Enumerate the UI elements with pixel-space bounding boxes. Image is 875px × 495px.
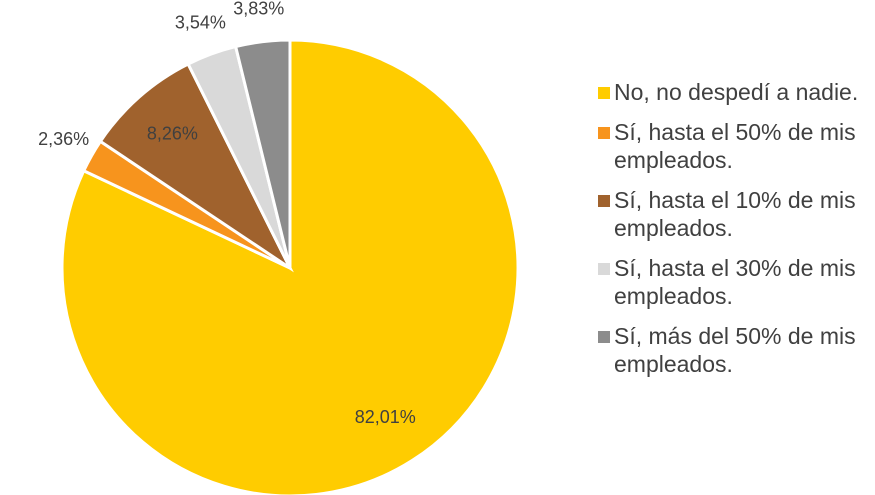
data-label: 8,26% [147, 123, 198, 143]
data-label: 82,01% [355, 407, 416, 427]
legend-swatch [598, 195, 610, 207]
legend-swatch [598, 87, 610, 99]
pie-slice [98, 61, 294, 273]
data-label: 3,54% [175, 13, 226, 33]
data-label: 2,36% [38, 129, 89, 149]
chart: 82,01% 2,36% 8,26% 3,54% 3,83% [38, 0, 520, 495]
legend-swatch [598, 331, 610, 343]
legend-label: Sí, hasta el 30% de mis empleados. [614, 255, 856, 309]
legend-label: Sí, hasta el 50% de mis empleados. [614, 119, 856, 173]
legend-item: Sí, más del 50% de mis empleados. [598, 322, 870, 378]
pie-slice [233, 38, 292, 269]
legend-label: Sí, más del 50% de mis empleados. [614, 323, 856, 377]
legend-label: No, no despedí a nadie. [614, 79, 859, 105]
legend: No, no despedí a nadie. Sí, hasta el 50% … [598, 78, 870, 390]
legend-label: Sí, hasta el 10% de mis empleados. [614, 187, 856, 241]
legend-swatch [598, 127, 610, 139]
data-label: 3,83% [233, 0, 284, 19]
legend-swatch [598, 263, 610, 275]
legend-item: Sí, hasta el 10% de mis empleados. [598, 186, 870, 242]
legend-item: No, no despedí a nadie. [598, 78, 870, 106]
pie-slice [60, 38, 520, 495]
legend-item: Sí, hasta el 50% de mis empleados. [598, 118, 870, 174]
legend-item: Sí, hasta el 30% de mis empleados. [598, 254, 870, 310]
